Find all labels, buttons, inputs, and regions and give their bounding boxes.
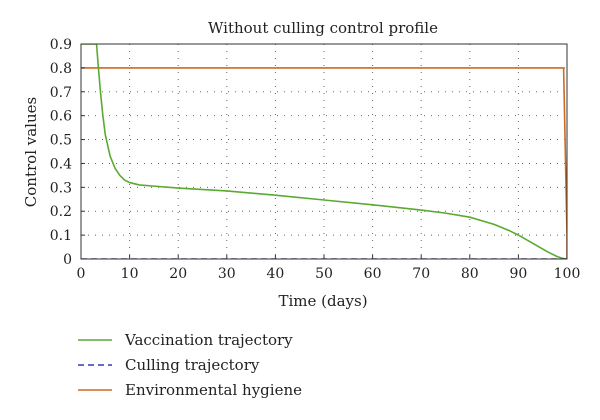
x-tick-label-5: 50	[315, 266, 333, 282]
chart-title: Without culling control profile	[208, 19, 438, 37]
y-tick-label-8: 0.8	[50, 61, 72, 77]
x-tick-label-10: 100	[554, 266, 581, 282]
y-tick-label-4: 0.4	[50, 156, 72, 172]
series-group	[81, 44, 567, 259]
x-axis-label: Time (days)	[278, 292, 367, 310]
series-line-2	[81, 67, 567, 259]
x-tick-label-2: 20	[169, 266, 187, 282]
x-tick-label-6: 60	[364, 266, 382, 282]
ticks: 0 10 20 30 40 50 60 70 80 90 100 0 0.1 0.2 0.3 0.4 0.5 0.…	[50, 37, 581, 282]
legend-label-2: Environmental hygiene	[125, 381, 302, 399]
y-tick-label-9: 0.9	[50, 37, 72, 53]
legend: Vaccination trajectory Culling trajectory…	[78, 331, 302, 399]
y-tick-label-6: 0.6	[50, 109, 72, 125]
y-tick-label-2: 0.2	[50, 204, 72, 220]
x-tick-label-4: 40	[266, 266, 284, 282]
x-tick-label-3: 30	[218, 266, 236, 282]
y-tick-label-7: 0.7	[50, 85, 72, 101]
y-axis-label: Control values	[22, 97, 40, 207]
x-tick-label-8: 80	[461, 266, 479, 282]
y-tick-label-0: 0	[63, 252, 72, 268]
legend-label-1: Culling trajectory	[125, 356, 260, 374]
y-tick-label-1: 0.1	[50, 228, 72, 244]
x-tick-label-1: 10	[121, 266, 139, 282]
y-tick-label-5: 0.5	[50, 133, 72, 149]
x-tick-label-7: 70	[412, 266, 430, 282]
legend-label-0: Vaccination trajectory	[124, 331, 293, 349]
x-tick-label-9: 90	[509, 266, 527, 282]
series-line-0	[81, 44, 567, 259]
grid	[81, 44, 567, 259]
x-tick-label-0: 0	[77, 266, 86, 282]
y-tick-label-3: 0.3	[50, 180, 72, 196]
